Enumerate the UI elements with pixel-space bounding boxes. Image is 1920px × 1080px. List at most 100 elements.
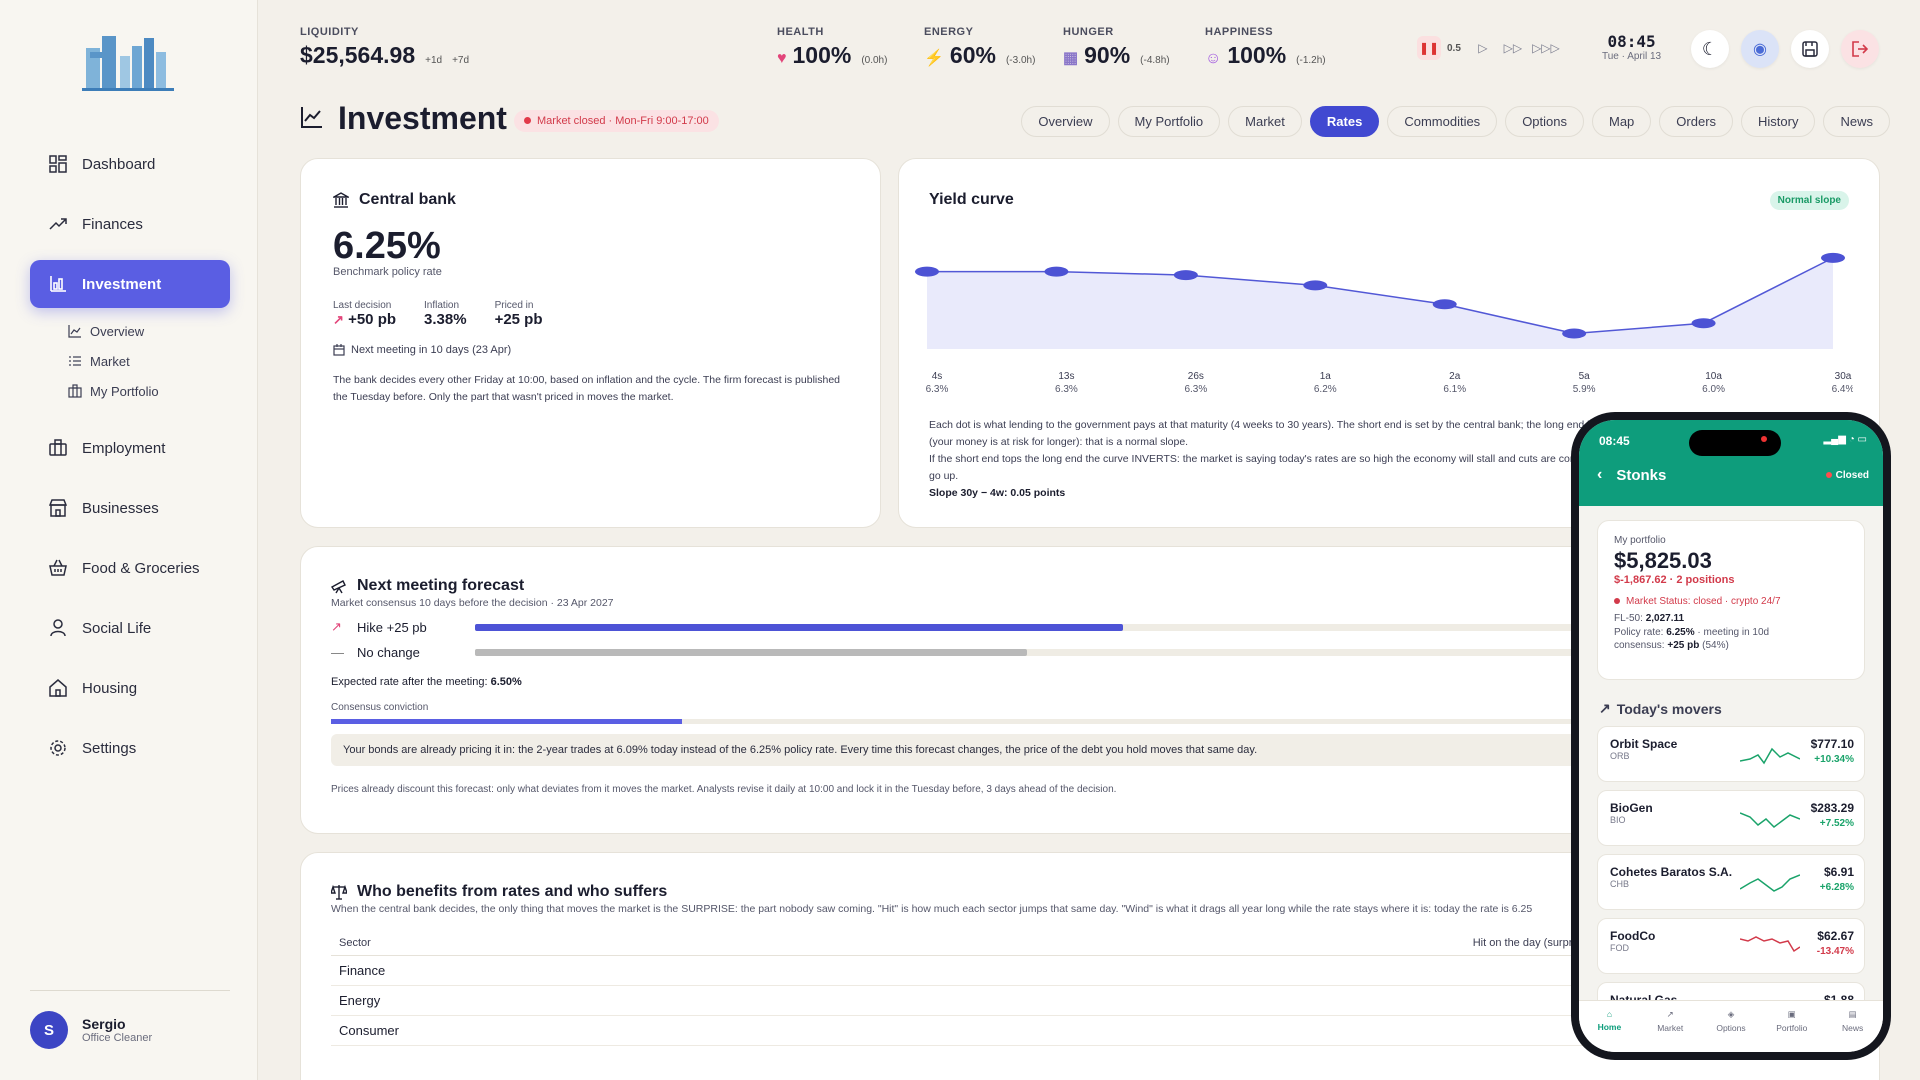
health-label: HEALTH — [777, 26, 824, 38]
yield-point[interactable] — [1303, 280, 1328, 291]
theme-button[interactable]: ◉ — [1741, 30, 1779, 68]
yield-point[interactable] — [1432, 299, 1457, 310]
health-stat: HEALTH ♥ 100% (0.0h) — [777, 26, 887, 69]
back-icon[interactable]: ‹ — [1597, 466, 1603, 483]
logout-button[interactable] — [1841, 30, 1879, 68]
list-item[interactable]: Cohetes Baratos S.A. CHB $6.91 +6.28% — [1597, 854, 1865, 910]
yield-point[interactable] — [1562, 328, 1587, 339]
phone-tab-market[interactable]: ↗ Market — [1640, 1001, 1701, 1052]
subnav-my-portfolio[interactable]: My Portfolio — [68, 376, 230, 406]
table-row[interactable]: Energy-0.25% — [331, 985, 1651, 1016]
sidebar-item-employment[interactable]: Employment — [30, 424, 230, 472]
play-button[interactable]: ▷ — [1478, 41, 1488, 55]
yield-tick-label: 26s — [1188, 371, 1204, 382]
consensus-value: +25 pb — [1667, 640, 1700, 651]
tab-map[interactable]: Map — [1592, 106, 1652, 137]
speed-label: 0.5 — [1447, 42, 1461, 54]
tab-history[interactable]: History — [1741, 106, 1816, 137]
col-hit: Hit on the day (surprise of +0.25%) — [1051, 931, 1651, 956]
phone-tab-options[interactable]: ◈ Options — [1701, 1001, 1762, 1052]
policy-label: Policy rate: — [1614, 627, 1664, 638]
tab-my-portfolio[interactable]: My Portfolio — [1117, 106, 1221, 137]
tab-options[interactable]: Options — [1505, 106, 1584, 137]
conviction-bar — [331, 719, 682, 724]
yield-point[interactable] — [915, 266, 939, 277]
liquidity-label: LIQUIDITY — [300, 26, 359, 38]
fastest-button[interactable]: ▷▷▷ — [1532, 41, 1560, 55]
energy-stat: ENERGY ⚡ 60% (-3.0h) — [924, 26, 1035, 69]
phone-tab-home[interactable]: ⌂ Home — [1579, 1001, 1640, 1052]
trend-up-icon — [48, 214, 68, 234]
sidebar-item-businesses[interactable]: Businesses — [30, 484, 230, 532]
energy-label: ENERGY — [924, 26, 974, 38]
phone-tab-portfolio[interactable]: ▣ Portfolio — [1761, 1001, 1822, 1052]
phone-status-badge: Closed — [1826, 470, 1869, 481]
tab-commodities[interactable]: Commodities — [1387, 106, 1498, 137]
forecast-bar-hike — [475, 623, 1123, 631]
phone-tab-label: Home — [1597, 1022, 1622, 1032]
sidebar-item-label: Food & Groceries — [82, 559, 200, 577]
tab-orders[interactable]: Orders — [1659, 106, 1734, 137]
tab-news[interactable]: News — [1823, 106, 1890, 137]
city-logo[interactable] — [80, 28, 180, 96]
tab-overview[interactable]: Overview — [1021, 106, 1110, 137]
subnav-label: Overview — [90, 323, 145, 339]
store-icon — [48, 498, 68, 518]
index-value: 2,027.11 — [1645, 613, 1685, 624]
tab-market[interactable]: Market — [1228, 106, 1302, 137]
pause-button[interactable]: ❚❚ — [1417, 36, 1441, 60]
expected-rate-value: 6.50% — [490, 676, 522, 688]
save-button[interactable] — [1791, 30, 1829, 68]
yield-point[interactable] — [1173, 270, 1198, 281]
yield-curve-title: Yield curve — [929, 191, 1014, 208]
yield-point[interactable] — [1821, 252, 1845, 263]
sidebar-item-social-life[interactable]: Social Life — [30, 604, 230, 652]
yield-value-label: 5.9% — [1573, 384, 1596, 395]
list-item[interactable]: FoodCo FOD $62.67 -13.47% — [1597, 918, 1865, 974]
sidebar-item-investment[interactable]: Investment — [30, 260, 230, 308]
sidebar-item-food-groceries[interactable]: Food & Groceries — [30, 544, 230, 592]
save-icon — [1802, 41, 1818, 57]
hunger-value: 90% — [1084, 42, 1131, 68]
forecast-bar-no-change — [475, 649, 1027, 656]
sidebar-item-housing[interactable]: Housing — [30, 664, 230, 712]
subnav-market[interactable]: Market — [68, 346, 230, 376]
sidebar-item-finances[interactable]: Finances — [30, 200, 230, 248]
mover-symbol: FOD — [1610, 943, 1629, 953]
priced-in-label: Priced in — [494, 300, 534, 311]
table-row[interactable]: Finance+0.38% — [331, 955, 1651, 986]
mover-change: +7.52% — [1819, 818, 1854, 829]
yield-tick-label: 30a — [1835, 371, 1852, 382]
sidebar-item-dashboard[interactable]: Dashboard — [30, 140, 230, 188]
yield-point[interactable] — [1691, 318, 1716, 329]
yield-value-label: 6.2% — [1314, 384, 1337, 395]
liquidity-1d[interactable]: +1d — [425, 55, 443, 66]
fast-forward-button[interactable]: ▷▷ — [1503, 41, 1523, 55]
energy-delta: (-3.0h) — [1005, 55, 1036, 66]
sidebar-item-label: Housing — [82, 679, 138, 697]
table-row[interactable]: Consumer-0.30% — [331, 1015, 1651, 1046]
liquidity-7d[interactable]: +7d — [452, 55, 470, 66]
sidebar-item-settings[interactable]: Settings — [30, 724, 230, 772]
happiness-value: 100% — [1227, 42, 1287, 68]
phone-mockup: 08:45 ▂▄▆ ◔ ▭ ‹ Stonks Closed My portfoli… — [1571, 412, 1891, 1060]
liquidity-stat: LIQUIDITY $25,564.98 +1d +7d — [300, 26, 469, 69]
dynamic-island — [1689, 430, 1781, 456]
dark-mode-button[interactable]: ☾ — [1691, 30, 1729, 68]
yield-point[interactable] — [1044, 266, 1069, 277]
person-icon — [48, 618, 68, 638]
palette-icon: ◉ — [1753, 41, 1767, 58]
phone-tab-bar: ⌂ Home ↗ Market ◈ Options ▣ Portfolio ▤ News — [1579, 1000, 1883, 1052]
central-bank-title: Central bank — [359, 191, 456, 208]
mover-name: Orbit Space — [1610, 737, 1678, 751]
yield-value-label: 6.4% — [1832, 384, 1853, 395]
mover-price: $777.10 — [1810, 737, 1854, 751]
list-item[interactable]: BioGen BIO $283.29 +7.52% — [1597, 790, 1865, 846]
user-profile[interactable]: S Sergio Office Cleaner — [30, 990, 230, 1049]
list-item[interactable]: Orbit Space ORB $777.10 +10.34% — [1597, 726, 1865, 782]
phone-tab-news[interactable]: ▤ News — [1822, 1001, 1883, 1052]
subnav-overview[interactable]: Overview — [68, 316, 230, 346]
user-name: Sergio — [82, 1016, 126, 1032]
tab-rates[interactable]: Rates — [1309, 106, 1380, 137]
phone-portfolio-card[interactable]: My portfolio $5,825.03 $-1,867.62 · 2 po… — [1597, 520, 1865, 680]
